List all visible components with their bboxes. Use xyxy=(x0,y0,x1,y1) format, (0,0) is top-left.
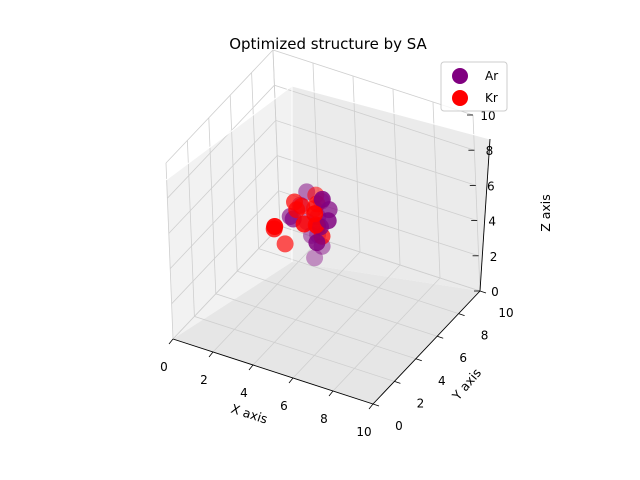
z-tick-label: 0 xyxy=(491,285,499,299)
y-tick-label: 10 xyxy=(498,306,513,320)
z-tick-label: 6 xyxy=(487,179,495,193)
chart-title: Optimized structure by SA xyxy=(229,35,427,53)
y-tick-mark xyxy=(437,335,444,339)
x-tick-mark xyxy=(168,338,174,345)
y-tick-label: 8 xyxy=(481,329,489,343)
y-axis-label: Y axis xyxy=(448,365,484,403)
legend-label-ar: Ar xyxy=(485,69,498,83)
point-ar xyxy=(308,234,326,252)
point-kr xyxy=(288,201,306,219)
point-kr xyxy=(276,235,294,253)
z-tick-label: 10 xyxy=(480,109,495,123)
data-points xyxy=(265,183,338,267)
x-axis-label: X axis xyxy=(229,401,269,427)
legend-marker-ar xyxy=(452,68,468,84)
legend: Ar Kr xyxy=(440,61,508,112)
x-tick-label: 0 xyxy=(160,360,168,374)
z-grid-line xyxy=(169,155,478,269)
point-kr xyxy=(266,218,284,235)
x-tick-mark xyxy=(328,390,334,397)
legend-label-kr: Kr xyxy=(485,91,498,105)
point-kr xyxy=(306,205,324,223)
y-tick-label: 2 xyxy=(417,396,425,410)
y-tick-label: 6 xyxy=(459,351,467,365)
y-axis-line xyxy=(372,290,481,405)
z-tick-label: 4 xyxy=(488,215,496,229)
point-kr xyxy=(295,215,313,233)
z-grid-line xyxy=(167,84,475,199)
x-axis-line xyxy=(172,338,374,405)
x-tick-mark xyxy=(248,364,254,371)
x-tick-label: 4 xyxy=(240,386,248,400)
x-tick-mark xyxy=(288,377,294,384)
point-ar xyxy=(306,249,324,267)
pane-floor xyxy=(173,262,480,404)
y-tick-mark xyxy=(479,290,487,294)
z-tick-label: 2 xyxy=(490,250,498,264)
y-tick-mark xyxy=(394,381,401,384)
x-tick-label: 10 xyxy=(356,425,371,439)
y-tick-mark xyxy=(372,403,380,407)
x-tick-mark xyxy=(208,351,214,358)
pane-back xyxy=(292,86,490,291)
y-tick-mark xyxy=(415,358,422,362)
point-ar xyxy=(313,190,331,208)
z-tick-label: 8 xyxy=(486,144,494,158)
z-grid-line xyxy=(165,49,474,164)
y-tick-mark xyxy=(458,313,465,316)
x-tick-mark xyxy=(368,403,374,410)
point-ar xyxy=(319,212,337,230)
z-axis-line xyxy=(479,138,491,292)
z-grid-line xyxy=(168,119,476,234)
legend-marker-kr xyxy=(452,90,468,106)
z-grid-line xyxy=(171,190,479,305)
z-axis-label: Z axis xyxy=(538,194,553,232)
x-tick-label: 6 xyxy=(280,399,288,413)
pane-left xyxy=(166,86,292,339)
x-tick-label: 8 xyxy=(320,412,328,426)
x-tick-label: 2 xyxy=(200,373,208,387)
y-tick-label: 4 xyxy=(438,374,446,388)
y-tick-label: 0 xyxy=(395,419,403,433)
